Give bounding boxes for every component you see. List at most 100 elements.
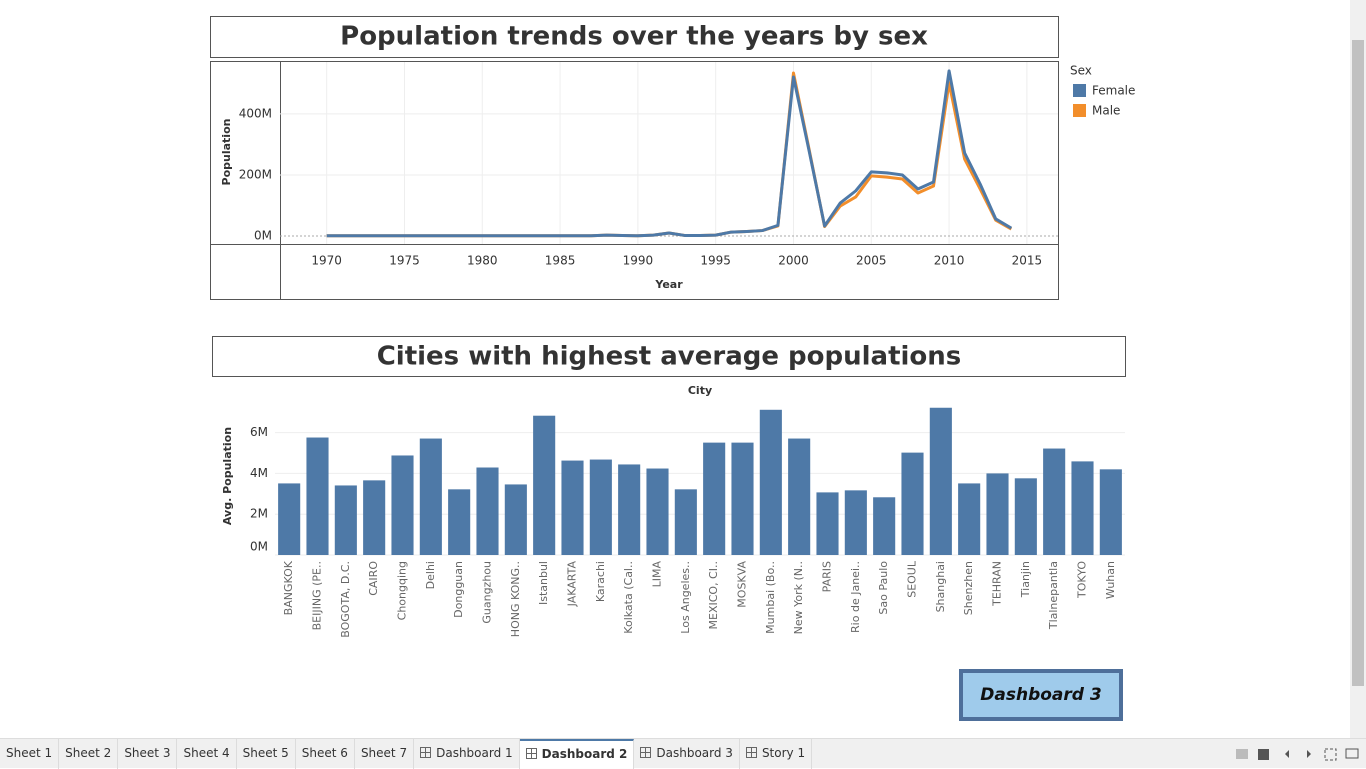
- x-axis-title: Year: [654, 278, 683, 291]
- nav-icons: [1236, 748, 1359, 761]
- bar: [618, 464, 641, 555]
- x-tick-label: PARIS: [821, 561, 834, 592]
- chart-frame: [210, 61, 1059, 300]
- bar: [816, 492, 839, 555]
- bar: [391, 455, 414, 555]
- x-tick-label: HONG KONG..: [509, 561, 522, 637]
- tab[interactable]: Sheet 6: [296, 738, 355, 769]
- x-tick-label: Mumbai (Bo..: [764, 561, 777, 634]
- bar: [533, 415, 556, 555]
- bar: [958, 483, 981, 555]
- y-tick-label: 0M: [250, 540, 268, 554]
- x-tick-label: SEOUL: [906, 560, 919, 598]
- x-tick-label: MOSKVA: [736, 561, 749, 608]
- x-tick-label: Sao Paulo: [877, 561, 890, 615]
- icon[interactable]: [1258, 749, 1269, 760]
- legend-label: Male: [1092, 104, 1120, 118]
- y-tick-label: 400M: [239, 106, 272, 120]
- bar: [759, 409, 782, 555]
- y-axis-title: Avg. Population: [221, 427, 234, 525]
- bar: [674, 489, 697, 555]
- x-tick-label: TEHRAN: [991, 561, 1004, 607]
- legend-label: Female: [1092, 84, 1135, 98]
- bar: [306, 437, 329, 555]
- icon[interactable]: [1307, 750, 1311, 758]
- bar: [1043, 448, 1066, 555]
- icon[interactable]: [1324, 748, 1337, 761]
- x-tick-label: CAIRO: [367, 561, 380, 596]
- tab[interactable]: Sheet 3: [118, 738, 178, 769]
- x-tick-label: Dongguan: [452, 561, 465, 618]
- bar: [1071, 461, 1094, 555]
- bar: [873, 497, 896, 555]
- legend-swatch: [1073, 84, 1086, 97]
- y-tick-label: 4M: [250, 466, 268, 480]
- tab-label: Dashboard 3: [656, 745, 733, 760]
- x-tick-label: 2000: [778, 254, 809, 268]
- x-axis-title: City: [688, 384, 712, 397]
- bar: [561, 460, 584, 555]
- bar: [703, 442, 726, 555]
- bar: [901, 452, 924, 555]
- tab[interactable]: Sheet 2: [59, 738, 119, 769]
- x-tick-label: Los Angeles..: [679, 561, 692, 634]
- nav-button[interactable]: Dashboard 3: [959, 669, 1123, 721]
- x-tick-label: Karachi: [594, 561, 607, 602]
- tab[interactable]: Dashboard 3: [634, 738, 740, 769]
- legend-title: Sex: [1070, 64, 1092, 78]
- x-tick-label: 2015: [1012, 254, 1043, 268]
- x-tick-label: 1995: [700, 254, 731, 268]
- y-tick-label: 2M: [250, 507, 268, 521]
- icon[interactable]: [1345, 748, 1359, 759]
- bar: [476, 467, 499, 555]
- title-box: [212, 336, 1126, 377]
- tab[interactable]: Sheet 5: [237, 738, 296, 769]
- x-tick-label: 1985: [545, 254, 576, 268]
- x-tick-label: Tlalnepantla: [1047, 561, 1060, 630]
- x-tick-label: 2010: [934, 254, 965, 268]
- x-tick-label: 1970: [311, 254, 342, 268]
- x-tick-label: LIMA: [651, 561, 664, 588]
- icon[interactable]: [1236, 749, 1248, 759]
- bar: [844, 490, 867, 555]
- bar: [363, 480, 386, 555]
- x-tick-label: BOGOTA, D.C.: [339, 561, 352, 638]
- title-box: [210, 16, 1059, 58]
- bar: [986, 473, 1009, 555]
- bar: [1099, 469, 1122, 555]
- tab[interactable]: Story 1: [740, 738, 813, 769]
- x-tick-label: Rio de Janei..: [849, 561, 862, 633]
- x-tick-label: 2005: [856, 254, 887, 268]
- x-tick-label: Shenzhen: [962, 561, 975, 615]
- x-tick-label: Guangzhou: [481, 561, 494, 624]
- y-tick-label: 200M: [239, 167, 272, 181]
- tab[interactable]: Sheet 1: [0, 738, 60, 769]
- x-tick-label: Delhi: [424, 561, 437, 589]
- tab[interactable]: Sheet 7: [355, 738, 415, 769]
- tab[interactable]: Sheet 4: [177, 738, 237, 769]
- tab[interactable]: Dashboard 1: [414, 738, 520, 769]
- bar: [929, 407, 952, 555]
- x-tick-label: Tianjin: [1019, 561, 1032, 598]
- line-series: [326, 69, 1013, 238]
- bar: [1014, 478, 1037, 555]
- scrollbar-thumb[interactable]: [1352, 40, 1364, 686]
- x-tick-label: BEIJING (PE..: [311, 561, 324, 630]
- x-tick-label: 1980: [467, 254, 498, 268]
- x-tick-label: Wuhan: [1104, 561, 1117, 599]
- x-tick-label: Shanghai: [934, 561, 947, 612]
- line-series: [326, 71, 1013, 238]
- x-tick-label: Chongqing: [396, 561, 409, 620]
- x-tick-label: JAKARTA: [566, 561, 579, 608]
- icon[interactable]: [1285, 750, 1289, 758]
- tab-label: Dashboard 2: [541, 746, 628, 761]
- tab[interactable]: Dashboard 2: [519, 738, 635, 769]
- x-tick-label: MEXICO, CI..: [707, 561, 720, 629]
- tab-bar: Sheet 1 Sheet 2 Sheet 3 Sheet 4 Sheet 5 …: [0, 738, 1366, 769]
- x-tick-label: 1990: [623, 254, 654, 268]
- tab-label: Dashboard 1: [436, 745, 513, 760]
- x-tick-label: Istanbul: [537, 561, 550, 605]
- y-tick-label: 0M: [254, 229, 272, 243]
- chart-title: Cities with highest average populations: [377, 342, 962, 372]
